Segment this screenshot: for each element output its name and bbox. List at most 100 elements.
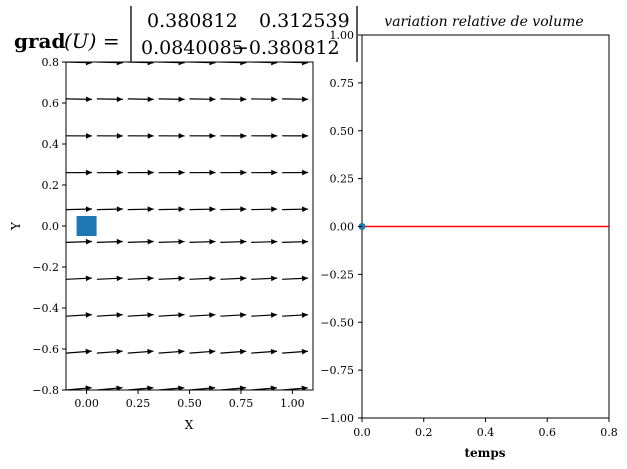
quiver-arrow (66, 238, 92, 245)
quiver-x-tick-label: 1.00 (280, 397, 305, 410)
line-x-tick-label: 0.8 (600, 426, 618, 439)
quiver-arrow (66, 206, 92, 212)
quiver-y-tick-label: 0.0 (42, 220, 60, 233)
quiver-x-ticks: 0.00 0.25 0.50 0.75 1.00 (74, 390, 305, 410)
quiver-arrow (251, 96, 278, 103)
quiver-arrow (127, 275, 154, 282)
quiver-arrow (282, 96, 309, 103)
quiver-arrow (66, 62, 92, 66)
quiver-arrow (96, 206, 123, 212)
formula-operator: grad (14, 29, 65, 53)
quiver-arrow (220, 348, 247, 355)
quiver-arrow (251, 348, 278, 355)
quiver-arrow (220, 275, 247, 282)
quiver-arrow (127, 133, 154, 139)
quiver-arrow (251, 169, 278, 176)
quiver-arrow (251, 238, 278, 245)
quiver-y-label: Y (9, 221, 23, 231)
quiver-arrow (96, 62, 123, 66)
quiver-arrow (251, 206, 278, 212)
quiver-arrow (127, 169, 154, 176)
quiver-arrow (189, 238, 216, 245)
line-x-tick-label: 0.4 (477, 426, 495, 439)
quiver-arrow (66, 96, 92, 103)
line-y-tick-label: 1.00 (330, 29, 355, 42)
line-series (358, 223, 609, 230)
quiver-arrow (189, 96, 216, 103)
quiver-arrow (282, 169, 309, 176)
quiver-arrow (127, 206, 154, 212)
quiver-arrow (158, 238, 185, 245)
quiver-arrow (312, 208, 313, 210)
line-x-label: temps (464, 446, 505, 460)
quiver-y-tick-label: −0.2 (32, 261, 59, 274)
line-x-tick-label: 0.6 (539, 426, 557, 439)
matrix-cell-21: 0.0840085 (141, 37, 244, 59)
quiver-arrow (251, 275, 278, 282)
quiver-arrow (66, 348, 92, 355)
quiver-arrow (220, 312, 247, 318)
quiver-arrow (127, 348, 154, 355)
quiver-arrow (189, 62, 216, 66)
matrix-cell-22: −0.380812 (233, 37, 340, 59)
quiver-arrow (282, 133, 309, 139)
line-x-ticks: 0.0 0.2 0.4 0.6 0.8 (353, 418, 618, 439)
line-y-tick-label: 0.50 (330, 125, 355, 138)
line-y-tick-label: −0.25 (320, 268, 354, 281)
line-y-tick-label: 0.75 (330, 77, 355, 90)
line-y-tick-label: 0.00 (330, 221, 355, 234)
quiver-x-tick-label: 0.25 (126, 397, 151, 410)
quiver-arrow (189, 169, 216, 176)
quiver-arrow (282, 238, 309, 245)
quiver-arrow (251, 133, 278, 139)
quiver-arrow (158, 62, 185, 66)
quiver-arrow (127, 238, 154, 245)
quiver-y-tick-label: 0.4 (42, 138, 60, 151)
quiver-arrow (158, 312, 185, 318)
volume-variation-plot: variation relative de volume 0.0 0.2 0.4 0.… (320, 14, 617, 460)
quiver-arrow (158, 169, 185, 176)
quiver-axes-frame (65, 61, 314, 391)
quiver-arrow (189, 206, 216, 212)
quiver-square-marker (76, 216, 97, 236)
quiver-arrow (66, 169, 93, 176)
line-y-tick-label: −1.00 (320, 412, 354, 425)
quiver-arrow (127, 312, 154, 318)
line-plot-title: variation relative de volume (384, 14, 583, 30)
quiver-arrows (66, 62, 313, 390)
line-y-ticks: −1.00 −0.75 −0.50 −0.25 0.00 0.25 0.50 0.75 1.00 (320, 29, 362, 425)
quiver-arrow (282, 348, 308, 355)
quiver-arrow (220, 238, 247, 245)
matrix-cell-12: 0.312539 (259, 10, 350, 32)
quiver-arrow (282, 275, 309, 282)
quiver-arrow (158, 206, 185, 212)
quiver-arrow (96, 312, 123, 318)
quiver-y-ticks: −0.8 −0.6 −0.4 −0.2 0.0 0.2 0.4 0.6 0.8 (32, 56, 66, 397)
quiver-arrow (189, 133, 216, 139)
quiver-arrow (96, 133, 123, 139)
quiver-arrow (127, 96, 154, 103)
quiver-x-label: X (185, 418, 194, 432)
quiver-arrow (189, 275, 216, 282)
quiver-arrow (251, 62, 278, 66)
quiver-y-tick-label: 0.6 (42, 97, 60, 110)
quiver-arrow (158, 275, 185, 282)
quiver-arrow (220, 206, 247, 212)
line-y-tick-label: 0.25 (330, 173, 355, 186)
quiver-arrow (96, 275, 123, 282)
quiver-x-tick-label: 0.00 (74, 397, 99, 410)
quiver-arrow (189, 348, 216, 355)
quiver-arrow (312, 62, 313, 63)
quiver-arrow (96, 96, 123, 103)
quiver-plot: 0.00 0.25 0.50 0.75 1.00 −0.8 −0.6 −0.4 −0.2 0.0… (9, 56, 314, 432)
quiver-arrow (282, 206, 309, 212)
matrix-cell-11: 0.380812 (147, 10, 238, 32)
quiver-arrow (282, 312, 309, 318)
quiver-arrow (158, 348, 185, 355)
quiver-arrow (96, 348, 123, 355)
quiver-arrow (66, 275, 92, 282)
formula-argument: (U) = (64, 29, 120, 53)
quiver-arrow (312, 352, 313, 354)
quiver-arrow (66, 133, 93, 139)
quiver-y-tick-label: −0.6 (32, 343, 59, 356)
